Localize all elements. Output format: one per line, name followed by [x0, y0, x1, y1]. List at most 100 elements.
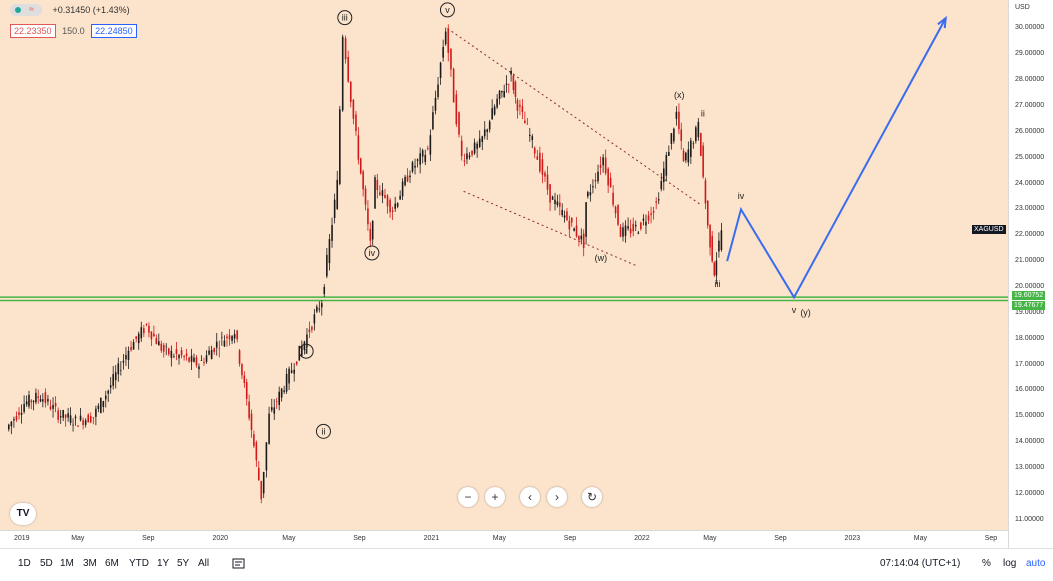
candle: [665, 151, 668, 182]
candle-body: [561, 209, 563, 216]
auto-toggle[interactable]: auto: [1026, 558, 1046, 569]
candle-body: [175, 349, 178, 354]
candle-body: [140, 327, 143, 339]
candle: [711, 230, 713, 263]
bid-price[interactable]: 22.23350: [10, 24, 56, 38]
reset-chart-button[interactable]: ↻: [582, 487, 602, 507]
candle-body: [505, 83, 508, 85]
price-tick: 22.00000: [1015, 231, 1045, 239]
scroll-forward-button[interactable]: ›: [547, 487, 567, 507]
candle: [519, 99, 521, 116]
candle: [458, 111, 460, 138]
candle: [59, 409, 62, 425]
range-button-1d[interactable]: 1D: [18, 558, 31, 569]
candle: [503, 84, 505, 98]
candle: [541, 152, 544, 184]
candle: [95, 405, 97, 426]
chart-area[interactable]: iii iv v i ii (w) (x) ii iii iv v (y) ≈ +0.31450 (+…: [0, 0, 1008, 530]
candle: [563, 210, 566, 223]
candle-body: [270, 407, 273, 411]
candle: [248, 394, 250, 421]
zoom-out-button[interactable]: −: [458, 487, 478, 507]
candle: [293, 362, 295, 382]
candle-body: [344, 38, 347, 60]
bid-ask: 22.23350 150.0 22.24850: [10, 24, 137, 38]
candle: [544, 170, 546, 182]
candle-body: [455, 94, 458, 125]
support-price-tag: 19.60752: [1012, 291, 1046, 301]
candle-body: [634, 224, 637, 227]
candle: [323, 284, 326, 297]
ask-price[interactable]: 22.24850: [91, 24, 137, 38]
candle: [524, 111, 526, 124]
candle: [526, 117, 529, 125]
candle: [561, 203, 563, 218]
candle: [607, 167, 609, 193]
percent-toggle[interactable]: %: [982, 558, 991, 569]
price-tick: 19.00000: [1015, 308, 1045, 316]
log-toggle[interactable]: log: [1003, 558, 1017, 569]
price-change: +0.31450 (+1.43%): [52, 5, 130, 15]
price-axis[interactable]: USD 30.00000 29.00000 28.00000 27.00000 26.0…: [1008, 0, 1053, 548]
price-tick: 25.00000: [1015, 153, 1045, 161]
candle-body: [265, 442, 268, 471]
candle-body: [32, 400, 35, 402]
candle-body: [510, 70, 512, 75]
candle-body: [273, 407, 276, 414]
tradingview-logo[interactable]: TV: [10, 503, 36, 525]
candle: [107, 389, 110, 402]
range-button-3m[interactable]: 3M: [83, 558, 97, 569]
candle-body: [599, 164, 602, 168]
candle: [49, 399, 52, 411]
candle: [558, 194, 561, 216]
compare-icon[interactable]: [232, 558, 246, 573]
price-tick: 24.00000: [1015, 179, 1045, 187]
candle: [455, 90, 458, 127]
price-tick: 12.00000: [1015, 489, 1045, 497]
time-axis[interactable]: 2019 May Sep 2020 May Sep 2021 May Sep 2022 May Sep…: [0, 530, 1008, 549]
candle: [132, 339, 135, 350]
candle: [609, 172, 612, 188]
candle: [167, 347, 170, 357]
range-button-5y[interactable]: 5Y: [177, 558, 190, 569]
range-button-ytd[interactable]: YTD: [129, 558, 149, 569]
scroll-back-button[interactable]: ‹: [520, 487, 540, 507]
candle-body: [250, 413, 253, 431]
zoom-in-button[interactable]: +: [485, 487, 505, 507]
candle: [190, 348, 193, 371]
candle: [117, 357, 120, 382]
candle-body: [42, 399, 44, 402]
candle-body: [529, 134, 531, 137]
candle-body: [167, 348, 170, 355]
wave-label: ii: [321, 426, 325, 436]
candle-body: [612, 192, 614, 205]
candle: [283, 385, 285, 395]
candle-body: [301, 345, 303, 356]
candle-body: [137, 333, 140, 344]
candle-body: [243, 375, 246, 383]
candle: [594, 172, 597, 189]
candle-body: [162, 344, 165, 352]
range-button-6m[interactable]: 6M: [105, 558, 119, 569]
range-button-1m[interactable]: 1M: [60, 558, 74, 569]
candle-body: [87, 414, 90, 423]
candle: [546, 166, 549, 195]
status-indicator[interactable]: ≈: [10, 4, 42, 16]
candle-body: [632, 223, 635, 232]
candle: [210, 345, 213, 360]
candle: [195, 355, 198, 368]
range-button-all[interactable]: All: [198, 558, 210, 569]
candle: [162, 342, 165, 358]
range-button-5d[interactable]: 5D: [40, 558, 53, 569]
candle: [62, 409, 64, 422]
spread: 150.0: [62, 26, 85, 36]
candle: [496, 94, 498, 110]
candle: [243, 371, 246, 388]
range-button-1y[interactable]: 1Y: [157, 558, 170, 569]
candle-body: [619, 226, 622, 237]
candle: [92, 417, 95, 425]
candle: [67, 407, 69, 422]
clock[interactable]: 07:14:04 (UTC+1): [880, 558, 961, 569]
candle-body: [697, 121, 700, 138]
